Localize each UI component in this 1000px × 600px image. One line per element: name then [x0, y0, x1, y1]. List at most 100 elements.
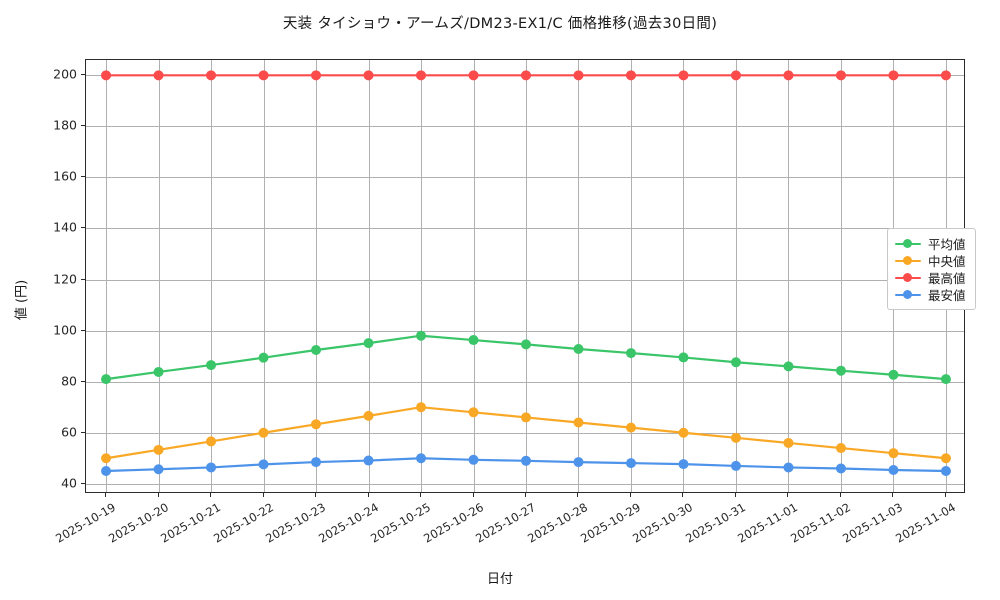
data-point-marker	[678, 352, 689, 363]
data-point-marker	[416, 70, 427, 81]
gridline-horizontal	[86, 381, 964, 383]
series-lines	[101, 70, 951, 477]
data-point-marker	[468, 70, 479, 81]
data-point-marker	[363, 338, 374, 349]
x-axis-tick-mark	[839, 493, 841, 497]
chart-legend: 平均値中央値 最高値最安値	[887, 228, 976, 310]
gridline-horizontal	[86, 330, 964, 332]
y-axis-tick-label: 120	[53, 271, 77, 287]
x-axis-tick-mark	[525, 493, 526, 497]
data-point-marker	[258, 427, 269, 438]
data-point-marker	[730, 70, 741, 81]
y-axis-tick-mark	[81, 482, 85, 484]
legend-color-swatch	[895, 238, 921, 250]
data-point-marker	[940, 374, 951, 385]
legend-item-2[interactable]: 中央値	[895, 252, 966, 269]
data-point-marker	[258, 352, 269, 363]
x-axis-tick-mark	[892, 493, 894, 497]
data-point-marker	[625, 70, 636, 81]
data-point-marker	[888, 70, 899, 81]
x-axis-tick-mark	[472, 493, 474, 497]
x-axis-tick-mark	[367, 493, 369, 497]
data-point-marker	[101, 374, 112, 385]
data-point-marker	[101, 70, 112, 81]
gridline-horizontal	[86, 483, 964, 485]
data-point-marker	[888, 369, 899, 380]
data-point-marker	[206, 436, 217, 447]
legend-color-swatch	[895, 255, 921, 267]
data-point-marker	[678, 70, 689, 81]
data-point-marker	[468, 335, 479, 346]
data-point-marker	[783, 361, 794, 372]
gridline-vertical	[473, 60, 475, 492]
y-axis-tick-mark	[81, 227, 85, 229]
x-axis-tick-mark	[157, 493, 159, 497]
data-point-marker	[311, 419, 322, 430]
data-point-marker	[625, 458, 636, 469]
data-point-marker	[416, 330, 427, 341]
legend-item-label: 中央値	[928, 254, 966, 269]
legend-item-4[interactable]: 最安値	[895, 286, 966, 303]
legend-item-1[interactable]: 平均値	[895, 235, 966, 252]
data-point-marker	[888, 448, 899, 459]
data-point-marker	[573, 417, 584, 428]
gridline-horizontal	[86, 126, 964, 128]
data-point-marker	[940, 453, 951, 464]
y-axis-tick-label: 40	[61, 475, 77, 491]
data-point-marker	[153, 70, 164, 81]
x-axis-tick-mark	[315, 493, 317, 497]
gridline-vertical	[263, 60, 265, 492]
y-axis-tick-mark	[81, 125, 85, 127]
data-point-marker	[206, 462, 217, 473]
legend-color-swatch	[895, 272, 921, 284]
x-axis-label: 日付	[486, 572, 513, 587]
data-point-marker	[573, 70, 584, 81]
data-point-marker	[363, 455, 374, 466]
data-point-marker	[311, 457, 322, 468]
data-point-marker	[101, 466, 112, 477]
data-point-marker	[206, 360, 217, 371]
data-point-marker	[521, 455, 531, 466]
y-axis-tick-label: 60	[61, 424, 77, 440]
x-axis-tick-mark	[210, 493, 212, 497]
legend-item-label: 最安値	[928, 288, 966, 303]
y-axis-tick-mark	[81, 74, 85, 76]
gridline-vertical	[578, 60, 580, 492]
gridline-vertical	[526, 60, 527, 492]
data-point-marker	[521, 339, 531, 350]
data-point-marker	[783, 437, 794, 448]
legend-item-3[interactable]: 最高値	[895, 269, 966, 286]
gridline-vertical	[735, 60, 737, 492]
gridline-horizontal	[86, 432, 964, 434]
data-point-marker	[573, 457, 584, 468]
x-axis-tick-mark	[262, 493, 264, 497]
data-point-marker	[206, 70, 217, 81]
legend-item-label: 平均値	[928, 237, 966, 252]
data-point-marker	[521, 412, 531, 423]
x-axis-tick-mark	[577, 493, 579, 497]
chart-title: 天装 タイショウ・アームズ/DM23-EX1/C 価格推移(過去30日間)	[282, 16, 718, 32]
gridline-horizontal	[86, 279, 964, 281]
data-point-marker	[521, 70, 531, 81]
series-3	[101, 70, 951, 81]
gridline-vertical	[211, 60, 213, 492]
plot-area	[85, 59, 965, 493]
data-point-marker	[573, 343, 584, 354]
data-point-marker	[363, 410, 374, 421]
gridline-vertical	[316, 60, 318, 492]
data-point-marker	[888, 465, 899, 476]
gridline-vertical	[788, 60, 790, 492]
data-point-marker	[940, 466, 951, 477]
x-axis-tick-mark	[734, 493, 736, 497]
data-point-marker	[835, 463, 846, 474]
data-point-marker	[468, 454, 479, 465]
data-point-marker	[625, 422, 636, 433]
data-point-marker	[940, 70, 951, 81]
x-axis-tick-mark	[420, 493, 421, 497]
y-axis-tick-label: 160	[53, 168, 77, 184]
data-point-marker	[835, 443, 846, 454]
gridline-vertical	[368, 60, 370, 492]
x-axis-tick-mark	[682, 493, 684, 497]
x-axis-tick-mark	[105, 493, 107, 497]
data-point-marker	[730, 432, 741, 443]
